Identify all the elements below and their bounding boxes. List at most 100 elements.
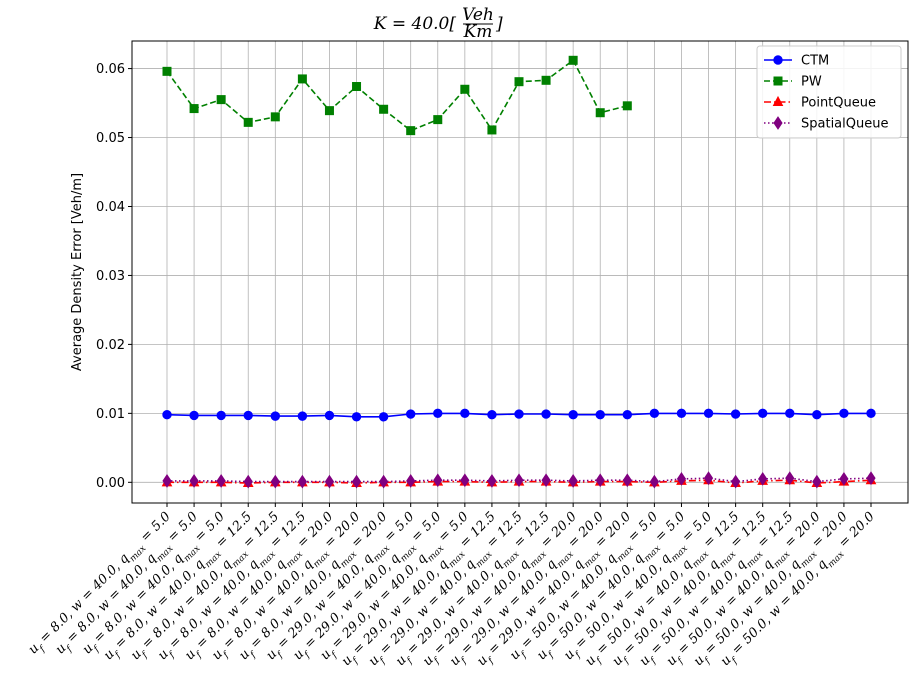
data-point [324, 474, 335, 489]
x-axis: uf = 8.0, w = 40.0, qmax = 5.0uf = 8.0, … [26, 503, 878, 669]
data-point [189, 104, 199, 114]
data-point [812, 474, 822, 489]
data-point [243, 410, 253, 421]
y-axis-label: Average Density Error [Veh/m] [70, 173, 85, 371]
data-point [568, 55, 578, 65]
data-point [622, 101, 632, 111]
data-point [216, 410, 226, 421]
data-point [676, 471, 687, 486]
data-point [758, 471, 768, 486]
data-point [541, 75, 551, 85]
data-point [595, 410, 605, 420]
data-point [839, 408, 849, 419]
title-denominator: Km [463, 22, 493, 42]
data-point [379, 474, 389, 489]
data-point [541, 409, 551, 419]
data-point [622, 473, 632, 488]
data-point [703, 471, 714, 486]
title-prefix: K = 40.0[ [373, 14, 457, 34]
data-point [487, 410, 497, 420]
legend-marker [773, 116, 783, 130]
y-tick-label: 0.01 [96, 407, 125, 422]
chart-title: K = 40.0[ Veh Km ] [373, 5, 503, 42]
y-tick-label: 0.06 [96, 62, 125, 77]
data-point [866, 408, 876, 419]
data-point [162, 66, 172, 76]
data-point [460, 473, 470, 488]
data-point [433, 473, 443, 488]
data-point [460, 408, 470, 419]
data-point [731, 474, 741, 489]
legend-item: CTM [764, 54, 829, 69]
data-point [757, 408, 768, 419]
data-point [568, 410, 578, 420]
data-point [243, 474, 253, 489]
data-point [866, 471, 876, 486]
data-point [514, 473, 524, 488]
data-point [839, 471, 849, 486]
data-point [351, 474, 362, 489]
data-point [514, 77, 524, 87]
data-point [649, 408, 660, 419]
legend-item: PW [764, 75, 822, 90]
data-point [622, 410, 633, 420]
data-point [703, 408, 714, 419]
series-line [166, 59, 628, 132]
data-point [730, 409, 741, 419]
series-ctm [162, 408, 876, 422]
legend: CTM PW PointQueue SpatialQueue [756, 45, 902, 139]
data-point [785, 471, 795, 486]
data-point [324, 106, 334, 116]
data-point [297, 474, 307, 489]
y-tick-label: 0.05 [96, 131, 125, 146]
series-layer [161, 55, 877, 489]
legend-item: SpatialQueue [764, 116, 888, 132]
series-spatialqueue [162, 471, 876, 489]
data-point [162, 410, 172, 420]
legend-box [756, 45, 902, 139]
data-point [378, 412, 389, 422]
data-point [324, 410, 335, 421]
plot-area [131, 40, 909, 504]
data-point [568, 474, 578, 488]
data-point [297, 411, 308, 421]
data-point [243, 117, 253, 127]
legend-label: SpatialQueue [801, 117, 888, 132]
data-point [541, 473, 551, 488]
y-tick-label: 0.04 [96, 200, 125, 215]
legend-marker [772, 95, 784, 106]
legend-marker [773, 55, 783, 65]
data-point [487, 125, 497, 135]
data-point [379, 104, 389, 114]
data-point [676, 408, 687, 419]
data-point [649, 474, 659, 489]
data-point [270, 474, 280, 489]
data-point [812, 410, 822, 420]
legend-marker [773, 76, 783, 86]
y-tick-label: 0.00 [96, 476, 125, 491]
legend-label: CTM [801, 54, 829, 69]
data-point [406, 126, 416, 136]
data-point [216, 95, 226, 105]
series-pw [162, 55, 632, 136]
data-point [162, 474, 172, 488]
y-axis: 0.00 0.01 0.02 0.03 0.04 0.05 0.06 [96, 62, 132, 491]
data-point [216, 474, 226, 488]
data-point [270, 411, 281, 421]
data-point [785, 408, 795, 419]
data-point [352, 82, 362, 92]
data-point [514, 409, 524, 419]
data-point [189, 474, 199, 488]
data-point [595, 108, 605, 118]
y-tick-label: 0.03 [96, 269, 125, 284]
data-point [460, 84, 470, 94]
data-point [595, 473, 605, 488]
legend-label: PointQueue [801, 96, 876, 111]
data-point [487, 474, 497, 488]
data-point [406, 474, 416, 488]
data-point [297, 74, 307, 84]
data-point [270, 112, 280, 122]
legend-label: PW [801, 75, 822, 90]
data-point [189, 410, 199, 421]
